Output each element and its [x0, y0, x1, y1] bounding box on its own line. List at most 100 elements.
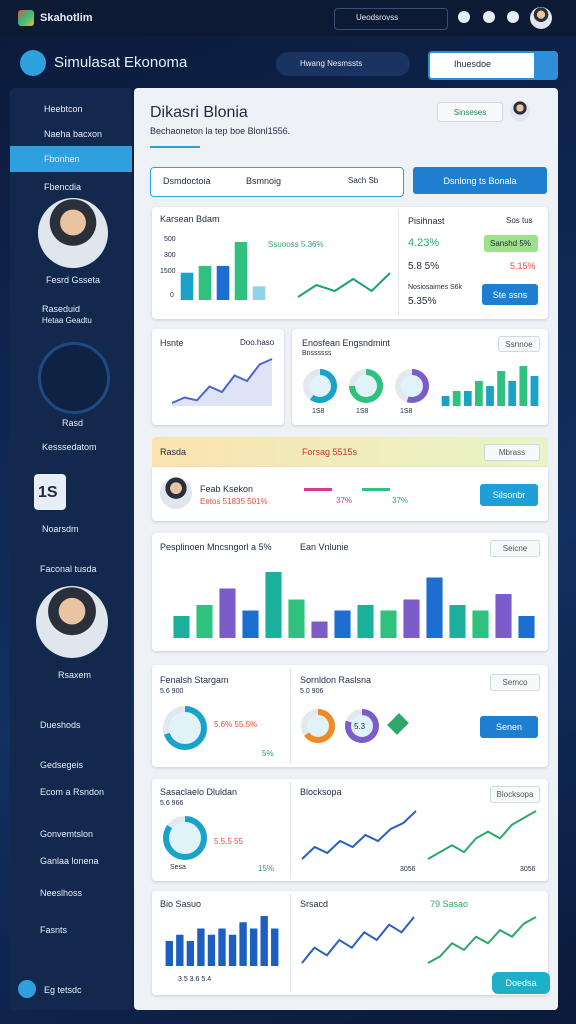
sales-card — [152, 779, 548, 881]
toolbar-select[interactable]: Dsmdoctoia — [163, 176, 211, 186]
bar — [165, 941, 173, 966]
card-title: Sornldon Raslsna — [300, 675, 372, 685]
nav-link[interactable]: Gonvemtslon — [40, 829, 94, 839]
stat-value: 1S — [38, 484, 58, 501]
header-button[interactable]: Sinseses — [437, 102, 503, 122]
user-avatar[interactable] — [530, 7, 552, 29]
ring-value — [301, 709, 335, 743]
person-photo — [160, 477, 192, 509]
button[interactable]: Blocksopa — [490, 786, 540, 803]
bar-chart — [180, 242, 266, 300]
tag: Sanshd 5% — [490, 239, 531, 248]
ring — [163, 816, 207, 860]
tag-bg — [484, 235, 538, 252]
alert-title: Rasda — [160, 447, 187, 457]
stat: 5.8 5% — [408, 261, 440, 272]
ring — [349, 369, 383, 403]
menu-item[interactable]: Heebtcon — [44, 104, 83, 114]
search-text: Ueodsrovss — [356, 13, 399, 22]
line-chart — [427, 916, 537, 964]
menu-item[interactable]: Naeha bacxon — [44, 129, 103, 139]
divider — [290, 782, 291, 878]
divider — [290, 894, 291, 992]
bar — [288, 599, 305, 638]
detail: 5.5.5 55 — [214, 837, 243, 846]
badge: Ssuooss 5.36% — [268, 240, 324, 249]
active-item[interactable] — [10, 146, 132, 172]
button[interactable]: Semco — [490, 674, 540, 691]
header-search-text: Ihuesdoe — [454, 59, 492, 69]
card-title: Karsean Bdam — [160, 214, 220, 224]
divider — [398, 210, 399, 316]
value: 5% — [262, 749, 274, 758]
card-title: Pisihnast — [408, 216, 445, 226]
alert-button[interactable]: Mbrass — [484, 444, 540, 461]
bar — [271, 928, 279, 966]
ring-value — [303, 369, 337, 403]
nav-link[interactable]: Ecom a Rsndon — [40, 787, 105, 797]
button[interactable]: Silsonbr — [480, 484, 538, 506]
subtitle: 5.6 966 — [160, 800, 184, 807]
trend-card — [152, 329, 284, 425]
nav-link[interactable]: Neeslhoss — [40, 888, 83, 898]
ring-value — [345, 709, 379, 743]
bar — [449, 605, 466, 638]
button[interactable]: Ssnnoe — [498, 336, 540, 352]
app-title: Simulasat Ekonoma — [54, 54, 188, 71]
bar — [173, 616, 190, 638]
nav-link[interactable]: Ganlaa lonena — [40, 856, 99, 866]
bar-chart — [165, 916, 279, 966]
settings-icon[interactable] — [507, 11, 519, 23]
floating-button[interactable]: Doedsa — [492, 972, 550, 994]
axis-label: 1500 — [160, 268, 176, 275]
indicator — [362, 488, 390, 491]
subtitle: Bnssssss — [302, 350, 332, 357]
line — [427, 810, 537, 860]
toolbar-filter[interactable]: Bsmnoig — [246, 176, 282, 186]
button[interactable]: Seicne — [490, 540, 540, 557]
sidebar-footer[interactable]: Eg tetsdc — [44, 985, 82, 995]
notification-icon[interactable] — [458, 11, 470, 23]
line-chart — [301, 810, 417, 860]
divider — [290, 668, 291, 764]
bar — [176, 934, 184, 966]
button[interactable]: Senen — [480, 716, 538, 738]
app-logo — [20, 50, 46, 76]
menu-item[interactable]: Fbonhen — [44, 154, 80, 164]
bar — [508, 381, 517, 406]
profile-photo — [38, 198, 108, 268]
toolbar-search[interactable]: Sach Sb — [348, 176, 379, 185]
area-chart — [171, 358, 273, 406]
help-icon[interactable] — [483, 11, 495, 23]
value: 37% — [336, 496, 353, 505]
card-title: Srsacd — [300, 899, 329, 909]
stat-label: Noarsdm — [42, 524, 79, 534]
section-title[interactable]: Raseduid — [42, 304, 81, 314]
button[interactable]: Ste ssns — [482, 284, 538, 305]
menu-item[interactable]: Fbencdia — [44, 182, 82, 192]
card-title: Blocksopa — [300, 787, 342, 797]
note: Doo.haso — [240, 338, 275, 347]
stats-title: Kesssedatom — [42, 442, 97, 452]
nav-link[interactable]: Gedsegeis — [40, 760, 84, 770]
card-title: Enosfean Engsndmint — [302, 338, 391, 348]
search-button[interactable] — [534, 51, 556, 80]
primary-button[interactable]: Dsnlong ts Bonala — [413, 167, 547, 194]
nav-link[interactable]: Fasnts — [40, 925, 68, 935]
detail: 5.6% 55.5% — [214, 720, 258, 729]
value: 37% — [392, 496, 409, 505]
search-box[interactable] — [334, 8, 448, 30]
axis-label: 500 — [164, 236, 176, 243]
nav-link[interactable]: Dueshods — [40, 720, 81, 730]
gauge-widget — [38, 342, 110, 414]
profile2-photo — [36, 586, 108, 658]
bar — [518, 616, 535, 638]
bar — [426, 577, 443, 638]
ring-value — [349, 369, 383, 403]
value: 15% — [258, 864, 275, 873]
pill[interactable] — [276, 52, 410, 76]
subtitle: 5.6 900 — [160, 688, 184, 695]
axis-label: 3056 — [520, 866, 536, 873]
stat: 5.35% — [408, 296, 437, 307]
ring — [345, 709, 379, 743]
